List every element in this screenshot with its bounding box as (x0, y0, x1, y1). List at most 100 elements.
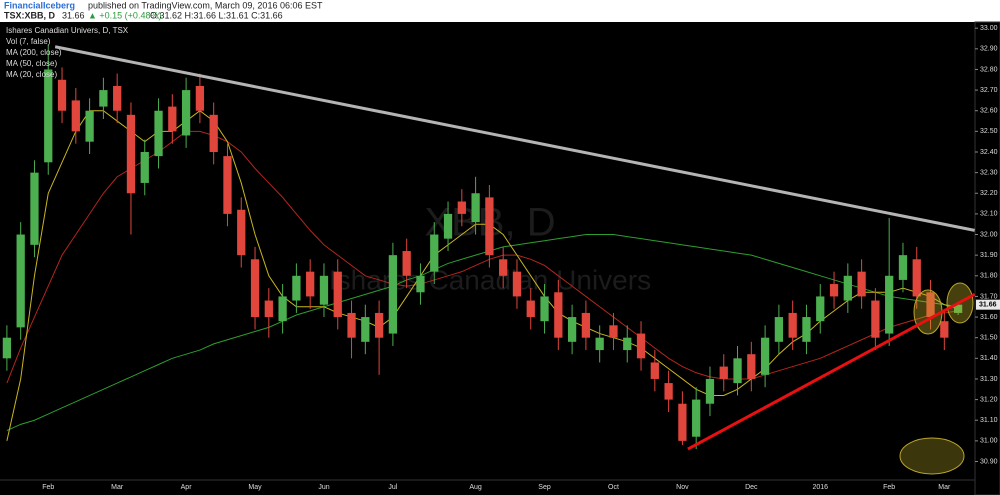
candle-body (319, 275, 329, 305)
symbol: TSX:XBB, D (4, 10, 56, 20)
ohlc: O:31.62 H:31.66 L:31.61 C:31.66 (150, 10, 283, 20)
trendline (54, 45, 975, 232)
watermark: Ishares Canadian Univers (329, 264, 651, 295)
x-tick-label: Aug (469, 484, 482, 491)
y-tick-label: 31.10 (980, 417, 998, 424)
candle-body (209, 114, 218, 152)
candle-body (829, 284, 839, 297)
candle-body (154, 110, 163, 157)
y-tick-label: 31.40 (980, 355, 998, 362)
candle-body (195, 85, 205, 111)
candle-body (57, 79, 67, 111)
candle-body (44, 69, 53, 163)
legend-title: Ishares Canadian Univers, D, TSX (6, 26, 129, 35)
candle-body (347, 312, 356, 338)
y-tick-label: 31.00 (980, 438, 998, 445)
x-tick-label: Nov (676, 484, 689, 491)
x-tick-label: Mar (111, 484, 124, 491)
author[interactable]: FinancialIceberg (4, 0, 75, 10)
candle-body (85, 110, 94, 142)
price-axis (974, 21, 1000, 495)
candle-body (181, 90, 191, 136)
moving-average (6, 110, 959, 441)
candle-body (292, 275, 301, 301)
y-tick-label: 31.80 (980, 273, 998, 280)
candle-body (388, 255, 398, 334)
candle-body (940, 321, 949, 338)
x-tick-label: Apr (181, 484, 193, 491)
x-tick-label: Feb (42, 484, 54, 491)
candle-body (374, 312, 384, 338)
candle-body (416, 275, 425, 293)
x-tick-label: Jul (388, 484, 397, 491)
candle-body (650, 362, 659, 379)
x-tick-label: Mar (938, 484, 951, 491)
candle-body (705, 378, 715, 404)
y-tick-label: 32.70 (980, 87, 998, 94)
highlight (913, 289, 943, 335)
candle-body (140, 151, 149, 183)
y-tick-label: 30.90 (980, 458, 998, 465)
x-tick-label: Feb (883, 484, 895, 491)
candle-body (264, 300, 273, 318)
change: ▲ +0.15 (+0.48%) (88, 10, 161, 20)
candle-body (953, 304, 963, 313)
candle-body (2, 337, 12, 359)
candle-body (581, 312, 591, 338)
x-tick-label: Dec (745, 484, 758, 491)
candle-body (30, 172, 39, 245)
y-tick-label: 32.10 (980, 211, 998, 218)
candle-body (898, 255, 908, 280)
candle-body (774, 317, 784, 342)
candle-body (402, 251, 411, 276)
y-tick-label: 32.80 (980, 66, 998, 73)
candle-body (361, 317, 370, 342)
y-tick-label: 31.50 (980, 335, 998, 342)
candle-body (16, 234, 25, 328)
candle-body (113, 85, 122, 111)
candle-body (692, 399, 701, 437)
candle-body (567, 317, 577, 342)
x-tick-label: 2016 (812, 484, 828, 491)
last-price-box (976, 299, 1000, 310)
candle-body (802, 317, 811, 342)
candle-body (623, 337, 632, 351)
y-tick-label: 32.90 (980, 46, 998, 53)
candle-body (499, 259, 508, 276)
moving-average (6, 130, 959, 384)
highlight (899, 437, 965, 475)
moving-average (6, 234, 959, 431)
candle-body (843, 275, 852, 301)
header-bar (0, 0, 1000, 22)
y-tick-label: 32.60 (980, 108, 998, 115)
published: published on TradingView.com, March 09, … (88, 0, 323, 10)
candle-body (71, 100, 80, 132)
candle-body (664, 383, 673, 400)
candle-body (237, 209, 246, 256)
legend-item: MA (20, close) (6, 70, 57, 79)
x-tick-label: May (248, 484, 262, 491)
candle-body (430, 234, 439, 272)
legend-item: MA (50, close) (6, 59, 57, 68)
candle-body (595, 337, 604, 351)
candle-body (526, 300, 535, 318)
legend-item: Vol (7, false) (6, 37, 51, 46)
candle-body (126, 114, 136, 194)
y-tick-label: 33.00 (980, 25, 998, 32)
x-tick-label: Oct (608, 484, 619, 491)
candle-body (760, 337, 770, 375)
y-tick-label: 32.20 (980, 190, 998, 197)
candle-body (719, 366, 728, 379)
candle-body (636, 333, 646, 359)
y-tick-label: 31.70 (980, 293, 998, 300)
y-tick-label: 31.90 (980, 252, 998, 259)
candle-body (788, 312, 797, 338)
trendline (687, 293, 976, 451)
candle-body (816, 296, 825, 322)
candle-body (457, 201, 466, 214)
candle-body (443, 213, 453, 239)
candle-body (747, 354, 756, 379)
candle-body (609, 325, 618, 338)
candle-body (540, 296, 549, 322)
